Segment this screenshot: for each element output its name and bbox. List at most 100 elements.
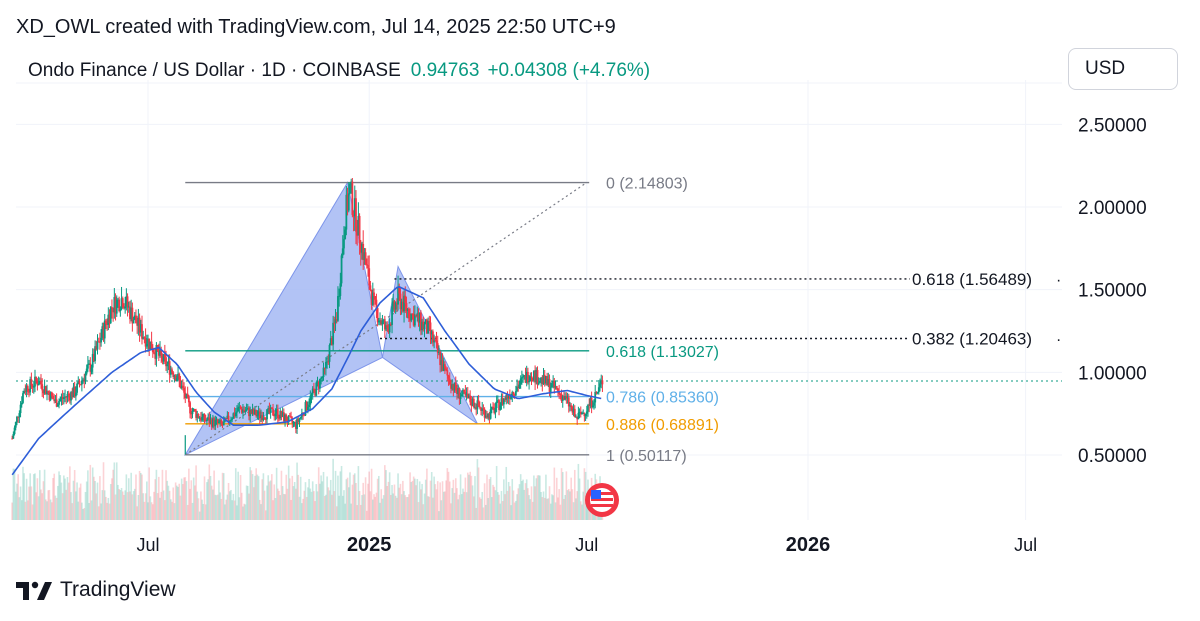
volume-bar [380,489,383,520]
candle-body [401,301,404,312]
volume-bar [576,491,578,520]
volume-bar [34,473,36,520]
candle-body [510,395,512,399]
candle-body [309,396,312,405]
us-flag-icon[interactable] [585,483,619,517]
volume-bar [71,503,74,520]
candle-body [569,405,571,407]
candle-body [237,407,240,412]
candle-body [118,299,121,312]
volume-bar [378,475,380,520]
volume-bar [388,472,391,520]
candle-body [38,380,41,384]
volume-bar [233,500,236,520]
candle-body [368,268,371,286]
volume-bar [321,481,324,520]
candle-body [374,296,377,300]
candle-body [292,422,295,424]
time-axis[interactable]: Jul 2025 2026 Jul Jul [136,534,1037,556]
volume-bar [131,494,134,520]
candle-body [421,321,423,331]
volume-bar [240,492,243,520]
candle-body [547,379,550,385]
candle-body [468,395,470,398]
volume-bar [297,474,300,520]
volume-bar [186,504,189,520]
candle-body [203,413,206,421]
volume-bar [441,481,444,520]
candle-body [537,382,540,385]
volume-bar [49,499,52,520]
candle-body [248,407,250,417]
volume-bar [142,493,144,520]
candle-body [37,383,40,386]
volume-bar [237,471,239,520]
volume-bar [408,494,410,520]
time-tick: 2025 [347,534,392,556]
candle-body [524,375,527,383]
candle-body [127,306,130,308]
volume-bar [236,505,238,520]
volume-bar [100,503,102,520]
candle-body [218,421,220,424]
candle-body [282,412,285,422]
volume-bar [323,495,326,520]
volume-bar [355,482,357,520]
candle-body [433,340,436,343]
candle-body [446,370,449,376]
volume-bar [12,468,15,520]
volume-bar [24,501,27,520]
volume-bar [494,490,497,520]
candle-body [171,369,173,373]
volume-bar [200,491,202,520]
candle-body [344,229,347,240]
candle-body [119,309,122,312]
volume-bar [552,495,554,520]
candle-body [50,392,53,396]
price-axis[interactable]: 2.50000 2.00000 1.50000 1.00000 0.50000 [1078,115,1147,467]
candle-body [266,409,268,420]
volume-bar [555,477,558,520]
candle-body [222,421,225,426]
candle-body [196,414,199,418]
volume-bar [411,480,414,520]
candle-body [572,408,575,413]
candle-body [548,379,551,392]
candle-body [578,411,581,413]
candle-body [435,340,438,344]
candle-body [403,295,405,312]
currency-button[interactable]: USD [1068,48,1178,90]
candle-body [356,231,359,236]
candle-body [502,398,505,405]
candle-body [322,367,325,377]
volume-bar [89,464,92,520]
volume-bar [541,497,544,520]
candle-body [270,407,273,409]
candle-body [46,390,48,395]
volume-bar [534,486,536,520]
candle-body [427,321,430,334]
candle-body [261,415,264,421]
candle-body [489,409,492,419]
volume-bar [438,511,440,520]
candle-body [590,397,593,408]
volume-bar [271,474,273,520]
candle-body [138,317,141,333]
volume-bar [280,470,283,520]
volume-bar [85,481,88,520]
candle-body [599,383,601,388]
tradingview-logo[interactable]: TradingView [16,578,176,602]
candle-body [288,415,291,417]
candle-body [280,410,283,417]
volume-bar [485,504,487,520]
candle-body [136,323,139,326]
volume-bar [57,485,59,520]
candle-body [500,398,503,406]
volume-bar [275,467,278,520]
volume-bar [334,470,337,520]
volume-bar [316,491,319,520]
volume-bar [45,499,47,520]
volume-bar [267,475,270,520]
volume-bar [549,503,552,520]
